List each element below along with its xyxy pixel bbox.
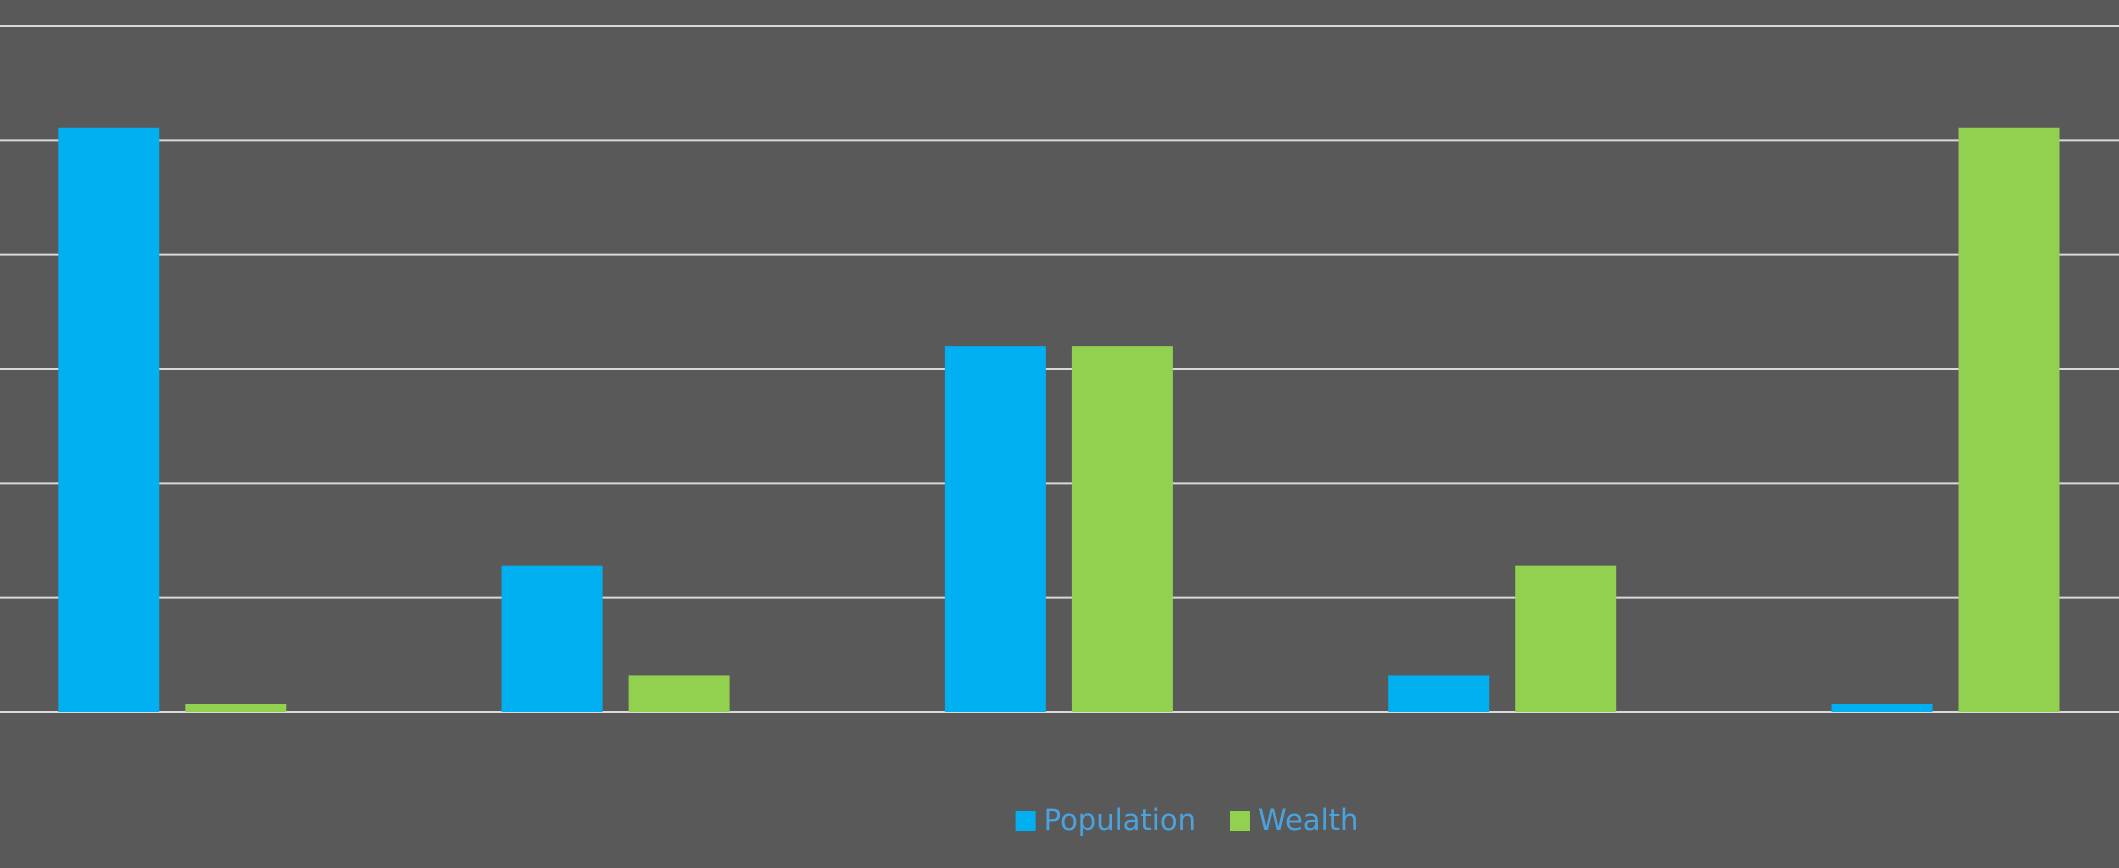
legend-swatch (1015, 811, 1036, 831)
bar (501, 565, 603, 712)
legend: Population Wealth (1015, 803, 1358, 837)
bar (1388, 675, 1490, 712)
bar (1958, 127, 2060, 713)
legend-label: Wealth (1258, 803, 1358, 837)
legend-label: Population (1044, 803, 1196, 837)
bar (944, 346, 1046, 712)
bar (58, 127, 160, 713)
bar (1515, 565, 1617, 712)
bar (628, 675, 730, 712)
bar (1831, 703, 1933, 712)
legend-swatch (1229, 811, 1250, 831)
bar (185, 703, 287, 712)
bar (1071, 346, 1173, 712)
